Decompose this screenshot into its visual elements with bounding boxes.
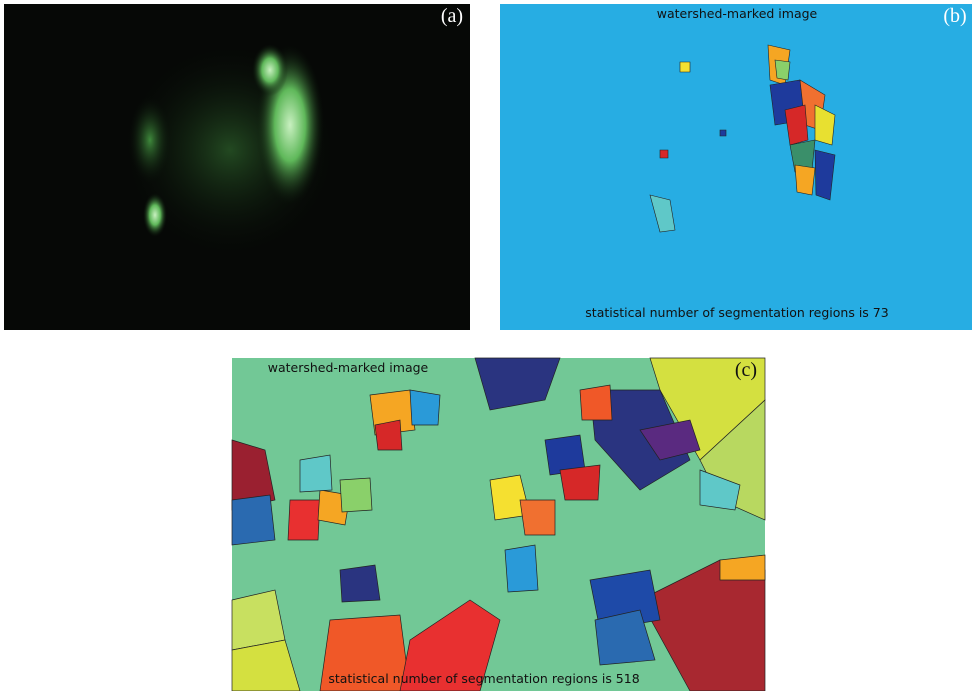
panel-label: (a) — [441, 5, 463, 27]
figure: (a) watershed-marked image statistical n… — [0, 0, 974, 691]
page: (a) watershed-marked image statistical n… — [0, 0, 974, 691]
panel-b: watershed-marked image statistical numbe… — [500, 4, 972, 330]
panel-a: (a) — [4, 4, 470, 330]
panel-caption: statistical number of segmentation regio… — [585, 305, 888, 320]
bright-region — [252, 44, 288, 96]
panel-label: (c) — [735, 359, 757, 381]
dim-region — [128, 95, 172, 185]
panel-caption: statistical number of segmentation regio… — [328, 671, 639, 686]
panel-label: (b) — [943, 5, 966, 27]
bright-region — [143, 193, 167, 237]
panel-title: watershed-marked image — [657, 6, 818, 21]
panel-c: watershed-marked image statistical numbe… — [232, 358, 765, 691]
panel-title: watershed-marked image — [268, 360, 429, 375]
segmentation-image — [500, 4, 972, 330]
